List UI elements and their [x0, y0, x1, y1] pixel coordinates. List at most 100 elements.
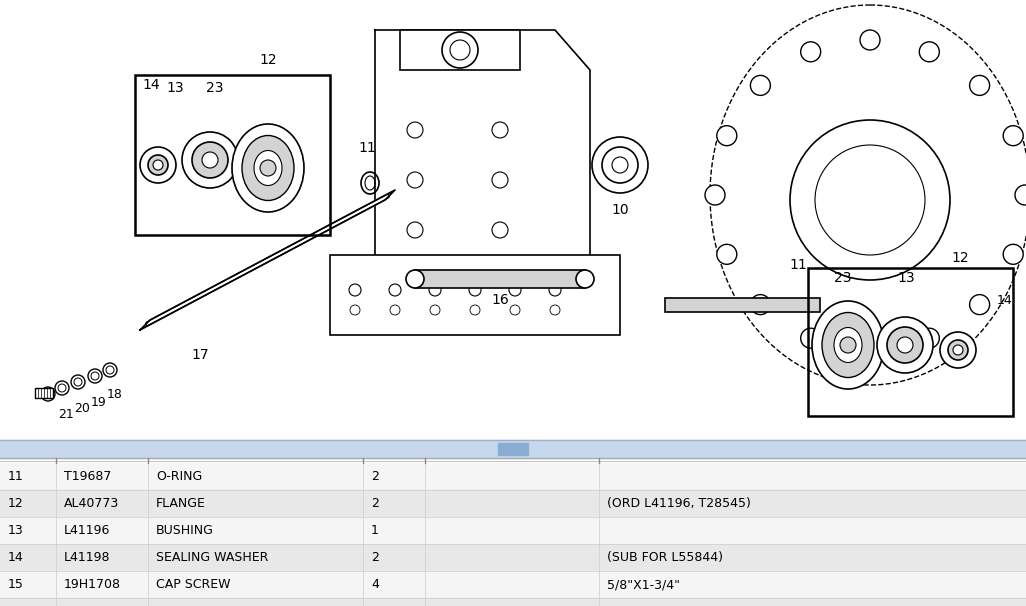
Text: 16: 16: [491, 293, 509, 307]
Text: 1: 1: [371, 524, 379, 537]
Circle shape: [897, 337, 913, 353]
Bar: [0, 598, 1026, 606]
Circle shape: [148, 155, 168, 175]
Text: 17: 17: [191, 348, 209, 362]
Circle shape: [800, 42, 821, 62]
Text: 11: 11: [358, 141, 376, 155]
Circle shape: [860, 340, 880, 360]
Text: 11: 11: [789, 258, 806, 272]
Bar: [135, 75, 330, 235]
Circle shape: [717, 244, 737, 264]
Circle shape: [1003, 125, 1023, 145]
Text: 1: 1: [371, 605, 379, 606]
Bar: [0, 440, 1026, 458]
Bar: [0, 544, 1026, 571]
Text: 13: 13: [166, 81, 184, 95]
Circle shape: [140, 147, 176, 183]
Polygon shape: [140, 190, 395, 330]
Text: 11: 11: [8, 470, 24, 483]
Bar: [0, 490, 1026, 517]
Circle shape: [887, 327, 923, 363]
Circle shape: [705, 185, 725, 205]
Ellipse shape: [834, 327, 862, 362]
Circle shape: [202, 152, 218, 168]
Text: 2: 2: [371, 497, 379, 510]
Circle shape: [717, 125, 737, 145]
Bar: [0, 0, 1026, 420]
Circle shape: [800, 328, 821, 348]
Text: 19H1708: 19H1708: [64, 578, 121, 591]
Circle shape: [948, 340, 968, 360]
Circle shape: [953, 345, 963, 355]
Text: SHAFT: SHAFT: [156, 605, 197, 606]
Circle shape: [750, 295, 771, 315]
Text: 18: 18: [107, 388, 123, 402]
Text: BUSHING: BUSHING: [156, 524, 213, 537]
Text: 12: 12: [8, 497, 24, 510]
Text: 15: 15: [8, 578, 24, 591]
Text: T19687: T19687: [64, 470, 112, 483]
Bar: [498, 443, 528, 455]
Bar: [415, 270, 585, 288]
Text: 16: 16: [8, 605, 24, 606]
Text: (SUB FOR L55844): (SUB FOR L55844): [607, 551, 723, 564]
Text: O-RING: O-RING: [156, 470, 202, 483]
Circle shape: [592, 137, 648, 193]
Text: 2: 2: [371, 470, 379, 483]
Text: 23: 23: [834, 271, 852, 285]
Text: 12: 12: [260, 53, 277, 67]
Text: 10: 10: [611, 203, 629, 217]
Circle shape: [919, 42, 940, 62]
Bar: [665, 298, 820, 312]
Text: CAP SCREW: CAP SCREW: [156, 578, 231, 591]
Circle shape: [877, 317, 933, 373]
Text: 14: 14: [8, 551, 24, 564]
Bar: [400, 30, 520, 70]
Text: 23: 23: [206, 81, 224, 95]
Circle shape: [88, 369, 102, 383]
Circle shape: [970, 75, 990, 95]
Circle shape: [192, 142, 228, 178]
Circle shape: [750, 75, 771, 95]
Circle shape: [103, 363, 117, 377]
Text: FLANGE: FLANGE: [156, 497, 206, 510]
Circle shape: [1015, 185, 1026, 205]
Circle shape: [1003, 244, 1023, 264]
Text: (ORD L41196, T28545): (ORD L41196, T28545): [607, 497, 751, 510]
Circle shape: [970, 295, 990, 315]
Circle shape: [182, 132, 238, 188]
Text: 14: 14: [997, 293, 1013, 307]
Text: 20: 20: [74, 402, 90, 415]
Ellipse shape: [242, 136, 294, 201]
Circle shape: [71, 375, 85, 389]
Text: 4: 4: [371, 578, 379, 591]
Bar: [0, 571, 1026, 598]
Circle shape: [576, 270, 594, 288]
Circle shape: [919, 328, 940, 348]
Text: SEALING WASHER: SEALING WASHER: [156, 551, 269, 564]
Bar: [808, 268, 1013, 416]
Circle shape: [406, 270, 424, 288]
Bar: [0, 463, 1026, 490]
Circle shape: [860, 30, 880, 50]
Bar: [330, 255, 620, 335]
Circle shape: [153, 160, 163, 170]
Circle shape: [940, 332, 976, 368]
Text: 21: 21: [58, 407, 74, 421]
Text: 2: 2: [371, 551, 379, 564]
Text: 14: 14: [143, 78, 160, 92]
Ellipse shape: [822, 313, 874, 378]
Circle shape: [840, 337, 856, 353]
Text: AL40773: AL40773: [64, 497, 119, 510]
Circle shape: [260, 160, 276, 176]
Text: 13: 13: [8, 524, 24, 537]
Text: 5/8"X1-3/4": 5/8"X1-3/4": [607, 578, 680, 591]
Bar: [35, 388, 53, 398]
Ellipse shape: [812, 301, 884, 389]
Bar: [0, 517, 1026, 544]
Polygon shape: [374, 30, 590, 290]
Ellipse shape: [254, 150, 282, 185]
Text: 13: 13: [897, 271, 915, 285]
Text: 12: 12: [951, 251, 969, 265]
Circle shape: [41, 387, 55, 401]
